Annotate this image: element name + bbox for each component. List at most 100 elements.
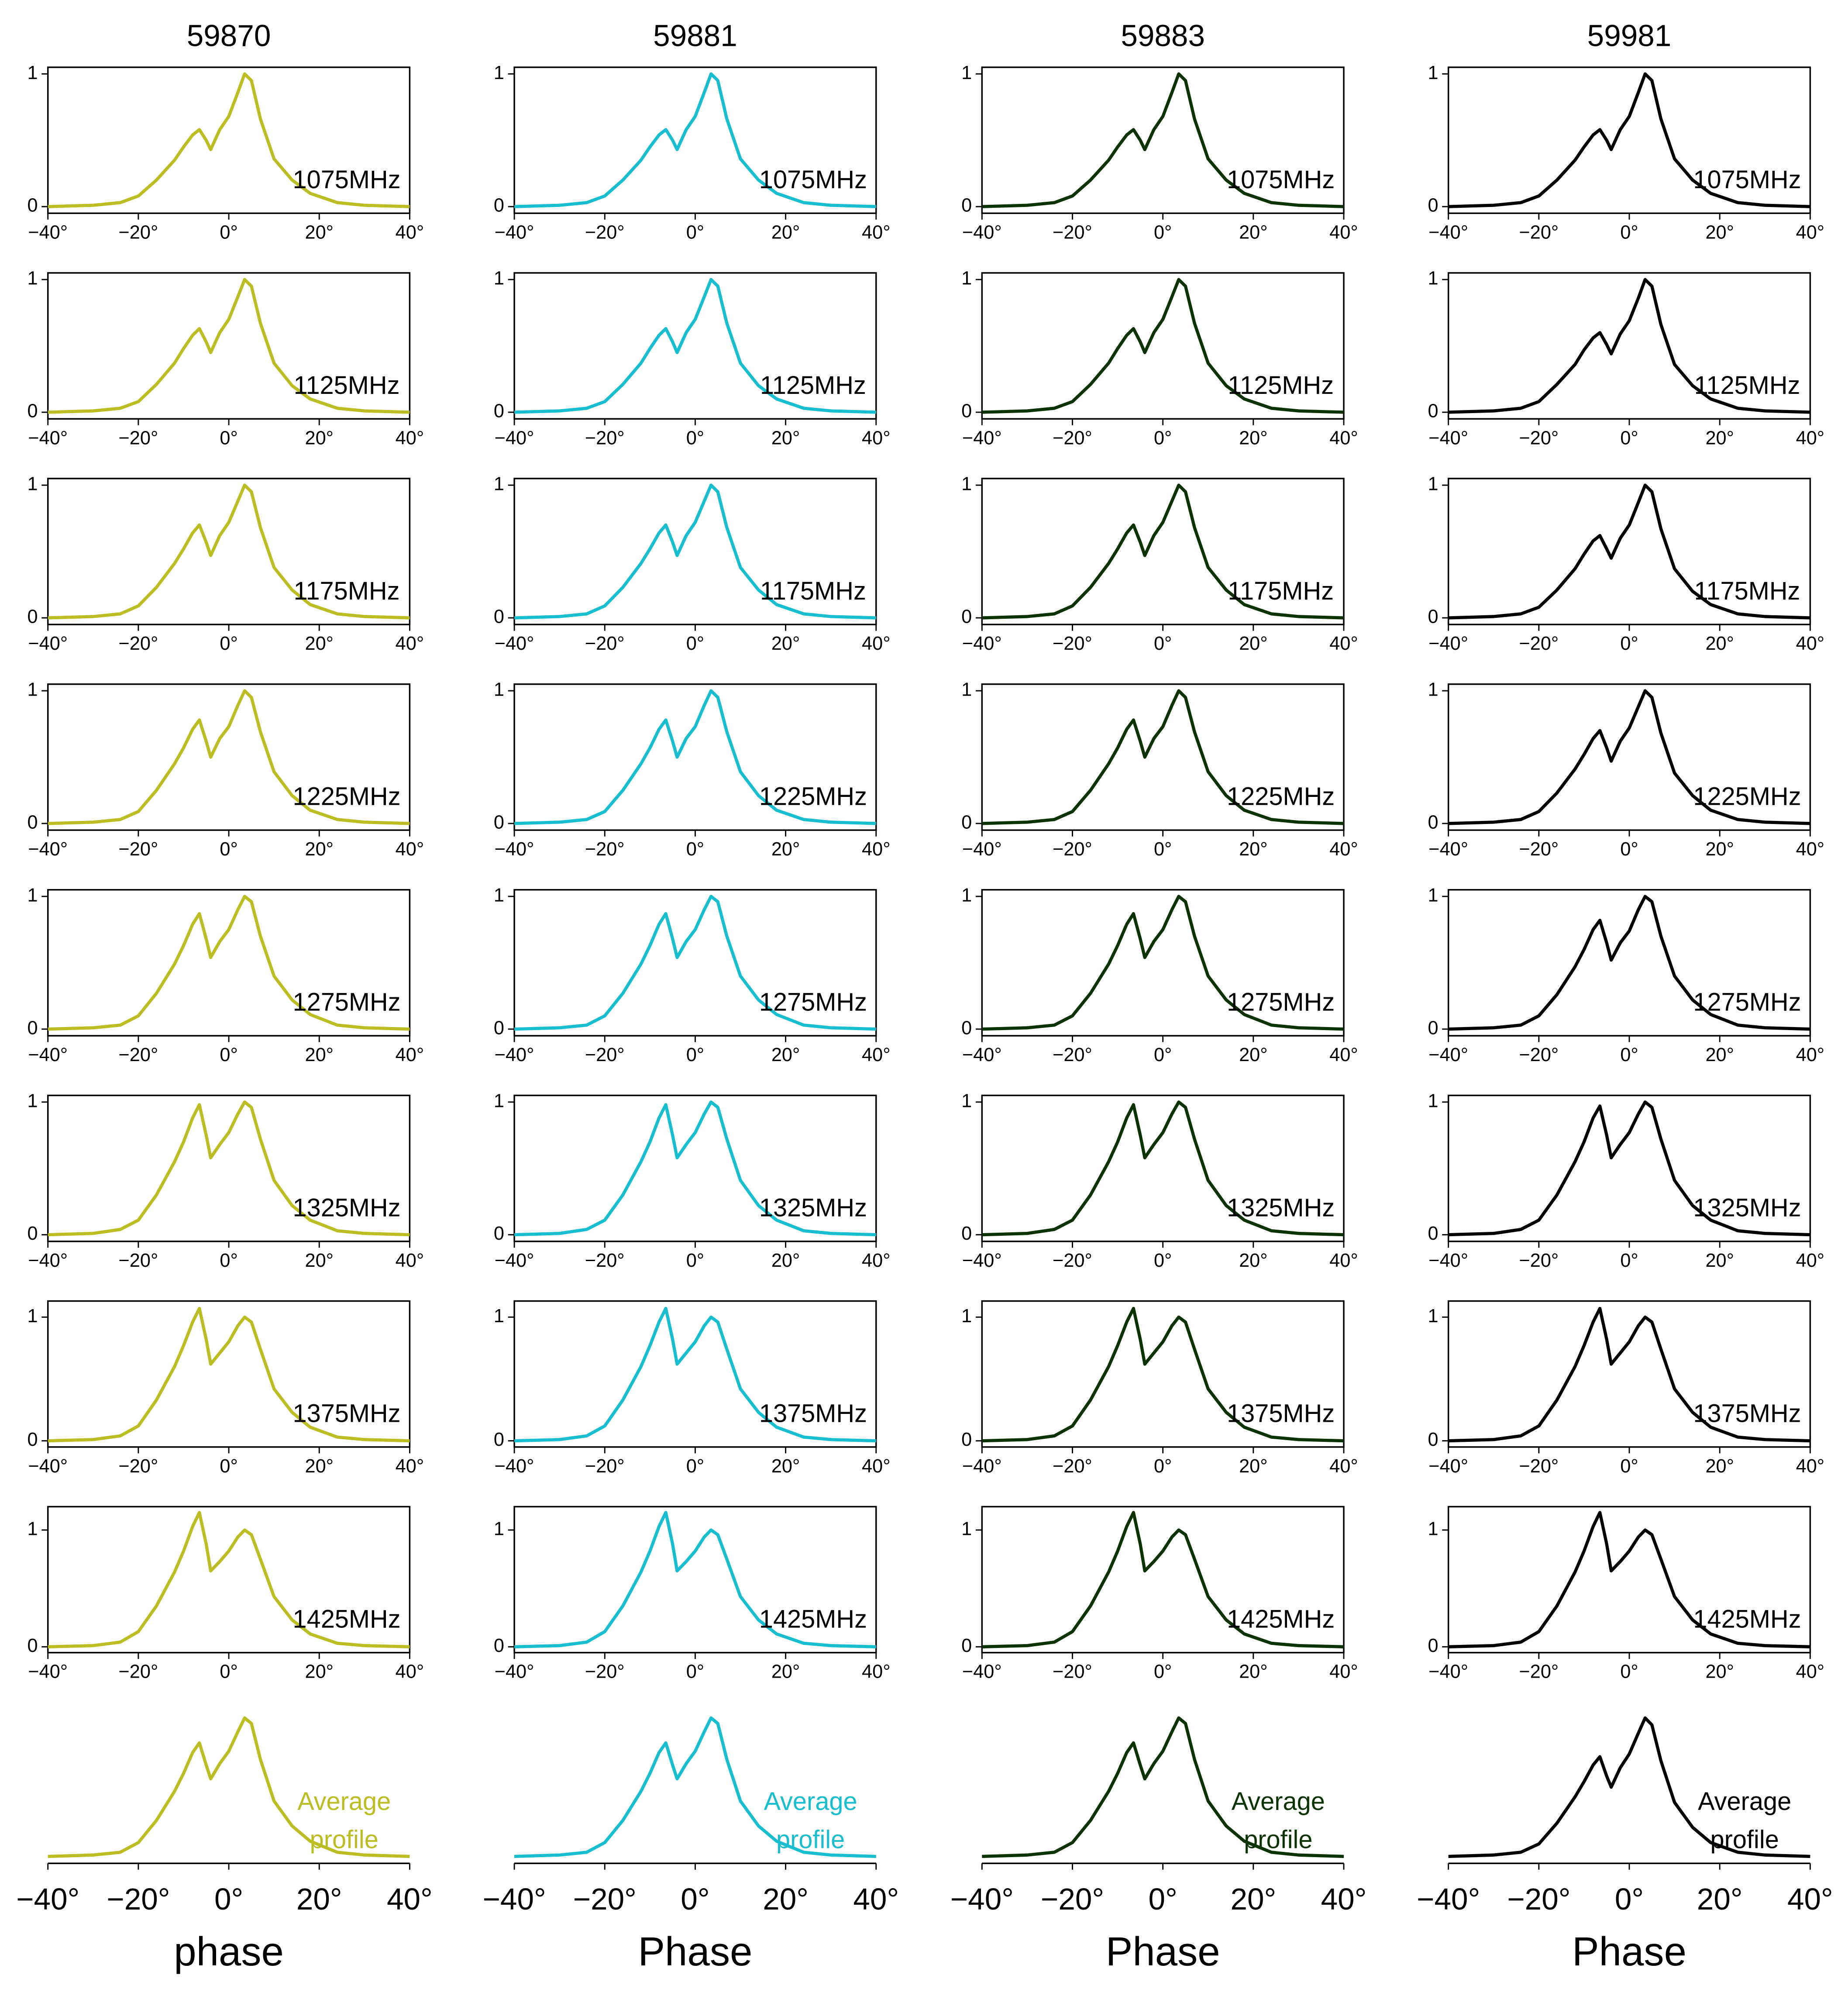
x-tick-label: 20°: [305, 633, 334, 654]
profile-line: [982, 1306, 1344, 1443]
x-tick-label: 0°: [1149, 1882, 1177, 1916]
x-tick-label: 20°: [1705, 1250, 1734, 1271]
profile-line: [1448, 72, 1810, 208]
y-tick-label: 1: [1428, 1306, 1438, 1327]
panel: −40° −20° 0° 20° 40° 0 1 1325MHz: [1428, 1090, 1824, 1271]
panel: −40° −20° 0° 20° 40° 0 1 1325MHz: [28, 1090, 424, 1271]
x-tick-label: 0°: [220, 427, 237, 448]
x-tick-label: −20°: [585, 633, 625, 654]
y-tick-label: 0: [1428, 1429, 1438, 1450]
x-tick-label: 0°: [1620, 633, 1638, 654]
y-tick-label: 1: [961, 885, 972, 906]
y-tick-label: 0: [28, 400, 38, 421]
y-tick-label: 0: [1428, 606, 1438, 627]
panel-label: 1075MHz: [759, 166, 867, 194]
panel-label: 1375MHz: [1693, 1400, 1801, 1427]
x-tick-label: −40°: [1417, 1882, 1480, 1916]
y-tick-label: 1: [961, 1306, 972, 1327]
x-tick-label: −40°: [962, 1250, 1002, 1271]
y-tick-label: 0: [28, 606, 38, 627]
panel-label: 1125MHz: [760, 372, 866, 400]
panel-label: 1075MHz: [1693, 166, 1801, 194]
panel-label: 1125MHz: [1694, 372, 1800, 400]
y-tick-label: 1: [1428, 473, 1438, 494]
x-tick-label: −40°: [1428, 1456, 1468, 1477]
panel-label: 1325MHz: [1227, 1194, 1335, 1222]
x-tick-label: 0°: [1620, 222, 1638, 243]
x-tick-label: −20°: [1053, 1044, 1092, 1065]
y-tick-label: 0: [28, 1635, 38, 1656]
x-tick-label: −40°: [28, 427, 68, 448]
x-tick-label: −20°: [119, 1250, 158, 1271]
y-tick-label: 0: [1428, 195, 1438, 216]
x-tick-label: −20°: [1519, 222, 1559, 243]
x-tick-label: −20°: [585, 1250, 625, 1271]
x-tick-label: 0°: [1620, 839, 1638, 860]
x-tick-label: −40°: [28, 839, 68, 860]
profile-line: [514, 895, 876, 1031]
x-tick-label: 0°: [1154, 633, 1172, 654]
y-tick-label: 0: [494, 195, 504, 216]
x-tick-label: −40°: [962, 839, 1002, 860]
x-tick-label: −40°: [962, 1662, 1002, 1682]
x-axis-label: Phase: [638, 1929, 752, 1974]
y-tick-label: 1: [28, 473, 38, 494]
x-tick-label: 0°: [686, 839, 704, 860]
x-tick-label: 0°: [220, 633, 237, 654]
y-tick-label: 1: [494, 1090, 504, 1111]
x-tick-label: −40°: [1428, 839, 1468, 860]
x-tick-label: −40°: [1428, 1044, 1468, 1065]
x-tick-label: −40°: [28, 1250, 68, 1271]
profile-line: [514, 1306, 876, 1443]
x-tick-label: −20°: [585, 1456, 625, 1477]
x-tick-label: −20°: [1519, 633, 1559, 654]
profile-line: [514, 1100, 876, 1237]
y-tick-label: 1: [494, 1306, 504, 1327]
panel-label: 1175MHz: [760, 577, 866, 605]
y-tick-label: 0: [961, 606, 972, 627]
x-tick-label: 0°: [1620, 1662, 1638, 1682]
x-tick-label: 20°: [1239, 427, 1267, 448]
x-tick-label: −20°: [119, 222, 158, 243]
y-tick-label: 1: [961, 62, 972, 83]
y-tick-label: 0: [961, 400, 972, 421]
x-tick-label: 0°: [1154, 222, 1172, 243]
x-tick-label: −20°: [585, 1044, 625, 1065]
y-tick-label: 0: [494, 400, 504, 421]
x-tick-label: −20°: [119, 427, 158, 448]
x-tick-label: 20°: [1239, 222, 1267, 243]
panel-label: 1075MHz: [1227, 166, 1335, 194]
panel: −40° −20° 0° 20° 40° 0 1 1275MHz: [28, 885, 424, 1065]
x-tick-label: 40°: [1329, 1250, 1358, 1271]
x-tick-label: −20°: [573, 1882, 637, 1916]
x-tick-label: 0°: [1620, 427, 1638, 448]
panel: −40° −20° 0° 20° 40° 0 1 1325MHz: [494, 1090, 891, 1271]
profile-line: [514, 1511, 876, 1648]
profile-line: [48, 1100, 410, 1237]
x-tick-label: −20°: [1053, 633, 1092, 654]
panel: −40° −20° 0° 20° 40° 0 1 1175MHz: [1428, 473, 1824, 654]
y-tick-label: 1: [494, 885, 504, 906]
x-tick-label: 0°: [686, 1456, 704, 1477]
panel-label: 1425MHz: [1693, 1605, 1801, 1633]
x-tick-label: 40°: [1796, 1250, 1824, 1271]
y-tick-label: 0: [961, 812, 972, 833]
panel-label: 1375MHz: [1227, 1400, 1335, 1427]
profile-line: [982, 689, 1344, 825]
y-tick-label: 1: [494, 679, 504, 700]
profile-line: [982, 278, 1344, 414]
x-tick-label: 20°: [1239, 1662, 1267, 1682]
panel-label: 1125MHz: [1228, 372, 1334, 400]
x-tick-label: 40°: [862, 1662, 890, 1682]
x-tick-label: 20°: [305, 427, 334, 448]
profile-line: [514, 1716, 876, 1858]
y-tick-label: 0: [961, 195, 972, 216]
x-tick-label: 40°: [1329, 1044, 1358, 1065]
profile-line: [982, 895, 1344, 1031]
x-tick-label: 20°: [1239, 1044, 1267, 1065]
y-tick-label: 0: [1428, 1223, 1438, 1244]
x-tick-label: 40°: [862, 633, 890, 654]
x-tick-label: 0°: [686, 222, 704, 243]
